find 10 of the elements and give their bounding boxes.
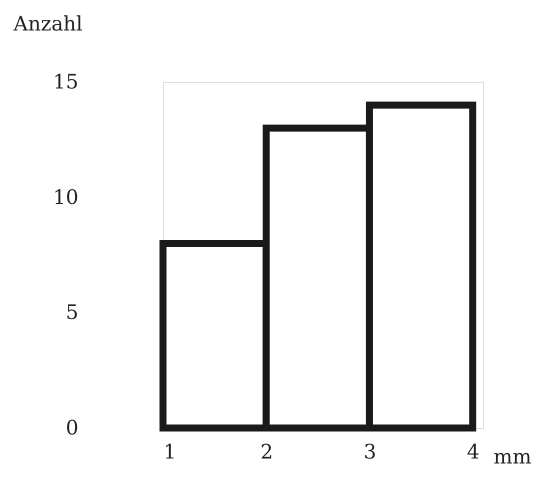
x-tick-label: 1 xyxy=(164,440,176,464)
y-tick-label: 15 xyxy=(53,70,78,94)
x-tick-label: 3 xyxy=(364,440,376,464)
x-axis-title: mm xyxy=(494,444,532,468)
y-tick-label: 5 xyxy=(66,300,78,324)
y-tick-label: 10 xyxy=(53,184,78,209)
y-axis-title: Anzahl xyxy=(12,12,83,36)
y-tick-label: 0 xyxy=(66,416,78,440)
x-tick-label: 2 xyxy=(260,440,274,464)
x-tick-label: 4 xyxy=(466,440,480,464)
